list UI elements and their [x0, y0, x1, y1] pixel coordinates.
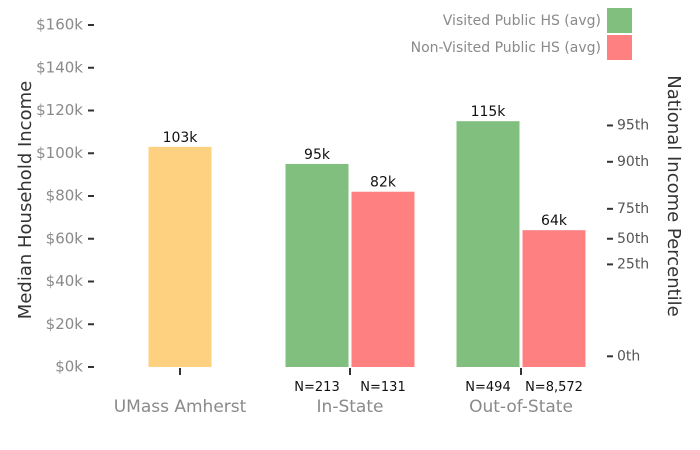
- bar-value-label: 82k: [370, 175, 397, 191]
- left-axis-tick-label: $20k: [46, 315, 84, 333]
- left-axis-tick-label: $0k: [55, 358, 83, 376]
- bar-n-label: N=8,572: [525, 380, 583, 395]
- x-axis-category-label: Out-of-State: [469, 397, 573, 417]
- bar-n-label: N=494: [465, 380, 510, 395]
- left-axis-tick-label: $120k: [36, 101, 83, 119]
- left-axis-tick-label: $80k: [46, 187, 84, 205]
- bar-value-label: 115k: [471, 104, 507, 120]
- bar: [522, 230, 586, 367]
- bar: [285, 163, 349, 367]
- x-axis-category-label: UMass Amherst: [114, 397, 247, 417]
- bar: [456, 121, 520, 367]
- left-axis-title: Median Household Income: [15, 81, 36, 319]
- bar-n-label: N=131: [360, 380, 405, 395]
- right-axis-tick-label: 50th: [617, 231, 649, 247]
- bar-value-label: 95k: [304, 147, 331, 163]
- legend: Visited Public HS (avg) Non-Visited Publi…: [411, 8, 632, 60]
- bar-n-label: N=213: [294, 380, 339, 395]
- bar-value-label: 64k: [541, 213, 568, 229]
- right-axis-tick-label: 25th: [617, 256, 649, 272]
- right-axis-tick-label: 75th: [617, 201, 649, 217]
- right-y-axis: 0th 25th 50th 75th 90th 95th: [607, 117, 649, 364]
- bar: [148, 146, 212, 367]
- legend-swatch: [607, 35, 632, 60]
- legend-entry-label: Non-Visited Public HS (avg): [411, 40, 601, 56]
- left-axis-tick-label: $60k: [46, 229, 84, 247]
- x-axis-category-label: In-State: [317, 397, 384, 417]
- left-axis-tick-label: $140k: [36, 58, 83, 76]
- right-axis-tick-label: 95th: [617, 117, 649, 133]
- legend-swatch: [607, 8, 632, 33]
- bar-value-label: 103k: [163, 130, 199, 146]
- left-axis-tick-label: $40k: [46, 272, 84, 290]
- right-axis-title: National Income Percentile: [663, 75, 684, 317]
- left-axis-tick-label: $160k: [36, 16, 83, 34]
- right-axis-tick-label: 90th: [617, 154, 649, 170]
- legend-entry-label: Visited Public HS (avg): [443, 13, 601, 29]
- left-axis-tick-label: $100k: [36, 144, 83, 162]
- right-axis-tick-label: 0th: [617, 348, 640, 364]
- bar: [351, 191, 415, 367]
- left-y-axis: $0k $20k $40k $60k $80k $100k $120k $140k $160k: [36, 16, 94, 376]
- x-axis: UMass Amherst N=213 N=131 In-State N=494 N=8,…: [114, 368, 583, 417]
- bar-group: 103k 95k 82k 115k 64k: [148, 104, 586, 367]
